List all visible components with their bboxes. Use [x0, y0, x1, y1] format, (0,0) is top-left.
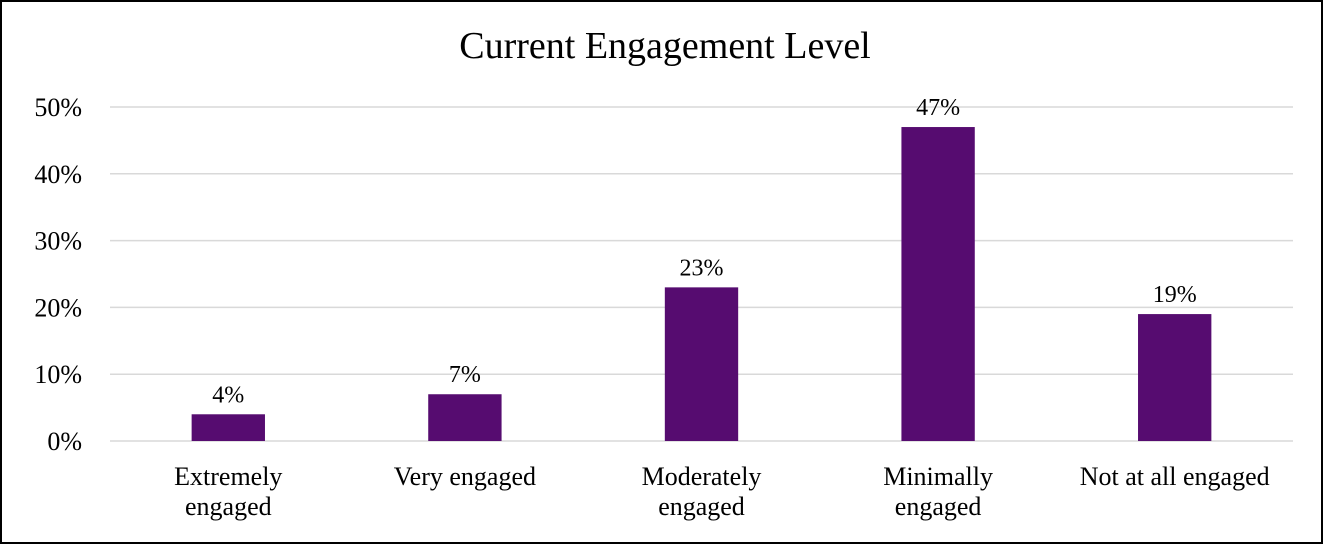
bar [428, 394, 502, 441]
bar [1138, 314, 1212, 441]
y-tick-label: 10% [34, 360, 82, 389]
data-label: 47% [916, 95, 960, 121]
x-tick-label: Extremely engaged [174, 462, 283, 521]
bar [664, 287, 739, 441]
data-label: 19% [1153, 282, 1197, 308]
y-tick-label: 50% [34, 93, 82, 122]
x-tick-label: Not at all engaged [1079, 462, 1270, 491]
y-tick-label: 0% [47, 427, 82, 456]
x-tick-label: Minimally engaged [883, 462, 993, 521]
x-tick-label: Very engaged [393, 462, 536, 491]
bar [901, 127, 975, 441]
bar [191, 414, 265, 441]
x-tick-label: Moderately engaged [641, 462, 762, 521]
data-label: 23% [680, 255, 724, 281]
y-tick-label: 30% [34, 227, 82, 256]
data-label: 4% [212, 382, 244, 408]
data-label: 7% [449, 362, 481, 388]
y-tick-label: 20% [34, 293, 82, 322]
y-tick-label: 40% [34, 160, 82, 189]
chart-title: Current Engagement Level [459, 25, 871, 67]
